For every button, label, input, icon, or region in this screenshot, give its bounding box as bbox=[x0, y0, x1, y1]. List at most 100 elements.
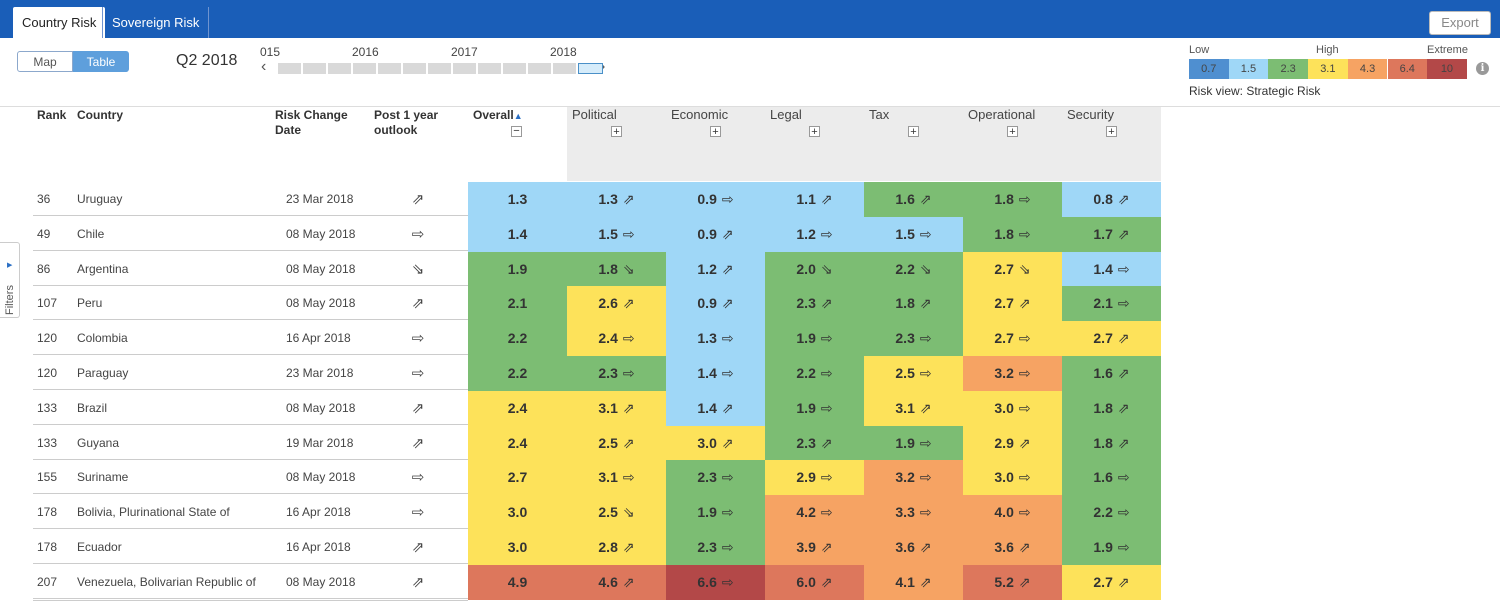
tab-country-risk[interactable]: Country Risk bbox=[13, 7, 106, 38]
trend-arrow-icon: ⇨ bbox=[721, 504, 734, 521]
trend-arrow-icon: ⇨ bbox=[1018, 225, 1031, 242]
overall-score-value: 2.2 bbox=[507, 365, 528, 381]
score-value: 1.6 bbox=[895, 191, 915, 207]
political-score-cell: 1.8 ⇘ bbox=[567, 251, 666, 287]
table-row[interactable]: 107 Peru 08 May 2018 ⇗ 2.1 2.6 ⇗ 0.9 ⇗ 2.3 ⇗ 1.8 ⇗ 2.… bbox=[33, 286, 1161, 322]
table-row[interactable]: 86 Argentina 08 May 2018 ⇘ 1.9 1.8 ⇘ 1.2 ⇗ 2.0 ⇘ 2.… bbox=[33, 251, 1161, 287]
table-row[interactable]: 133 Guyana 19 Mar 2018 ⇗ 2.4 2.5 ⇗ 3.0 ⇗ 2.3 ⇗ 1.9 ⇨… bbox=[33, 425, 1161, 461]
col-header-risk-change-date[interactable]: Risk Change Date bbox=[275, 108, 348, 138]
expand-operational-icon[interactable]: + bbox=[1007, 126, 1018, 138]
row-divider bbox=[33, 458, 468, 460]
score-value: 2.9 bbox=[994, 434, 1014, 451]
timeline-quarter-segment[interactable] bbox=[528, 63, 551, 74]
timeline-quarter-segment[interactable] bbox=[328, 63, 351, 74]
expand-legal-icon[interactable]: + bbox=[809, 126, 820, 138]
timeline-quarter-segment[interactable] bbox=[428, 63, 451, 74]
col-header-tax[interactable]: Tax bbox=[869, 107, 890, 122]
overall-score-value: 1.4 bbox=[507, 225, 528, 242]
trend-arrow-icon: ⇗ bbox=[622, 573, 635, 590]
score-value: 5.2 bbox=[994, 573, 1014, 590]
score-value: 3.0 bbox=[697, 434, 717, 451]
timeline-slider[interactable]: 015 2016 2017 2018 ‹ › bbox=[260, 42, 610, 82]
table-row[interactable]: 49 Chile 08 May 2018 ⇨ 1.4 1.5 ⇨ 0.9 ⇗ 1.2 ⇨ 1.5 ⇨ 1.… bbox=[33, 216, 1161, 252]
operational-score-cell: 3.2 ⇨ bbox=[963, 356, 1062, 391]
row-divider bbox=[33, 423, 468, 425]
col-header-country[interactable]: Country bbox=[77, 108, 123, 122]
expand-economic-icon[interactable]: + bbox=[710, 126, 721, 138]
timeline-quarter-segment[interactable] bbox=[353, 63, 376, 74]
col-header-outlook[interactable]: Post 1 year outlook bbox=[374, 108, 438, 138]
info-icon[interactable]: i bbox=[1476, 62, 1489, 75]
legend-step: 1.5 bbox=[1228, 59, 1269, 79]
col-header-operational[interactable]: Operational bbox=[968, 107, 1036, 122]
table-row[interactable]: 133 Brazil 08 May 2018 ⇗ 2.4 3.1 ⇗ 1.4 ⇗ 1.9 ⇨ 3.1 ⇗… bbox=[33, 390, 1161, 426]
trend-arrow-icon: ⇗ bbox=[622, 539, 635, 555]
overall-score-cell: 4.9 bbox=[468, 564, 567, 600]
timeline-quarter-segment[interactable] bbox=[278, 63, 301, 74]
legal-score-cell: 6.0 ⇗ bbox=[765, 564, 864, 600]
col-header-political[interactable]: Political bbox=[572, 107, 617, 122]
timeline-quarter-segment[interactable] bbox=[453, 63, 476, 74]
timeline-quarter-segment[interactable] bbox=[403, 63, 426, 74]
col-header-security[interactable]: Security bbox=[1067, 107, 1114, 122]
operational-score-cell: 2.7 ⇘ bbox=[963, 251, 1062, 287]
table-view-button[interactable]: Table bbox=[73, 51, 129, 72]
risk-change-date-cell: 16 Apr 2018 bbox=[286, 540, 351, 554]
score-value: 1.4 bbox=[1093, 260, 1113, 277]
table-row[interactable]: 120 Colombia 16 Apr 2018 ⇨ 2.2 2.4 ⇨ 1.3 ⇨ 1.9 ⇨ 2.… bbox=[33, 321, 1161, 357]
collapse-overall-icon[interactable]: − bbox=[511, 126, 522, 137]
export-button[interactable]: Export bbox=[1429, 11, 1491, 35]
expand-political-icon[interactable]: + bbox=[611, 126, 622, 138]
trend-arrow-icon: ⇗ bbox=[1018, 434, 1031, 451]
timeline-year-2017: 2017 bbox=[451, 45, 478, 59]
trend-arrow-icon: ⇨ bbox=[1018, 399, 1031, 416]
expand-security-icon[interactable]: + bbox=[1106, 126, 1117, 138]
col-header-legal[interactable]: Legal bbox=[770, 107, 802, 122]
table-row[interactable]: 178 Ecuador 16 Apr 2018 ⇗ 3.0 2.8 ⇗ 2.3 ⇨ 3.9 ⇗ 3.6… bbox=[33, 530, 1161, 565]
overall-score-value: 3.0 bbox=[507, 504, 528, 521]
trend-arrow-icon: ⇗ bbox=[721, 399, 734, 416]
legal-score-cell: 2.3 ⇗ bbox=[765, 286, 864, 322]
chevron-left-icon[interactable]: ‹ bbox=[261, 58, 267, 75]
col-header-economic[interactable]: Economic bbox=[671, 107, 729, 122]
trend-arrow-icon: ⇨ bbox=[1117, 469, 1130, 486]
timeline-quarter-segment[interactable] bbox=[553, 63, 576, 74]
timeline-selected-quarter[interactable] bbox=[578, 63, 603, 74]
table-row[interactable]: 178 Bolivia, Plurinational State of 16 Apr… bbox=[33, 495, 1161, 531]
filters-panel-toggle[interactable]: ▶ Filters bbox=[0, 242, 20, 318]
tab-sovereign-risk[interactable]: Sovereign Risk bbox=[102, 7, 210, 38]
table-row[interactable]: 36 Uruguay 23 Mar 2018 ⇗ 1.3 1.3 ⇗ 0.9 ⇨ 1.1 ⇗ 1.6 ⇗… bbox=[33, 182, 1161, 217]
table-row[interactable]: 120 Paraguay 23 Mar 2018 ⇨ 2.2 2.3 ⇨ 1.4 ⇨ 2.2 ⇨ 2.… bbox=[33, 356, 1161, 391]
timeline-quarter-segment[interactable] bbox=[303, 63, 326, 74]
legal-score-cell: 1.2 ⇨ bbox=[765, 216, 864, 252]
risk-change-date-cell: 08 May 2018 bbox=[286, 400, 356, 415]
table-row[interactable]: 155 Suriname 08 May 2018 ⇨ 2.7 3.1 ⇨ 2.3 ⇨ 2.9 ⇨ 3.… bbox=[33, 460, 1161, 496]
overall-score-value: 3.0 bbox=[507, 539, 528, 555]
timeline-quarter-segment[interactable] bbox=[503, 63, 526, 74]
economic-score-cell: 1.4 ⇗ bbox=[666, 390, 765, 426]
col-header-overall[interactable]: Overall▲ bbox=[473, 108, 523, 124]
overall-score-cell: 2.4 bbox=[468, 390, 567, 426]
country-cell: Bolivia, Plurinational State of bbox=[77, 505, 230, 520]
score-value: 1.9 bbox=[895, 434, 915, 451]
security-score-cell: 2.2 ⇨ bbox=[1062, 495, 1161, 531]
timeline-quarter-segment[interactable] bbox=[378, 63, 401, 74]
score-value: 2.7 bbox=[1093, 330, 1113, 347]
score-value: 2.7 bbox=[1093, 573, 1113, 590]
sort-ascending-icon: ▲ bbox=[513, 111, 523, 121]
trend-arrow-icon: ⇗ bbox=[919, 191, 932, 207]
expand-tax-icon[interactable]: + bbox=[908, 126, 919, 138]
trend-arrow-icon: ⇨ bbox=[820, 365, 833, 381]
timeline-quarter-segment[interactable] bbox=[478, 63, 501, 74]
rank-cell: 178 bbox=[37, 505, 58, 520]
map-view-button[interactable]: Map bbox=[17, 51, 73, 72]
country-cell: Argentina bbox=[77, 261, 129, 276]
table-row[interactable]: 207 Venezuela, Bolivarian Republic of 08 M… bbox=[33, 564, 1161, 600]
col-header-rank[interactable]: Rank bbox=[37, 108, 67, 122]
score-value: 1.3 bbox=[598, 191, 618, 207]
score-value: 1.8 bbox=[1093, 434, 1113, 451]
trend-arrow-icon: ⇨ bbox=[1018, 469, 1031, 486]
row-divider bbox=[33, 597, 468, 599]
security-score-cell: 1.4 ⇨ bbox=[1062, 251, 1161, 287]
score-value: 3.1 bbox=[598, 469, 618, 486]
